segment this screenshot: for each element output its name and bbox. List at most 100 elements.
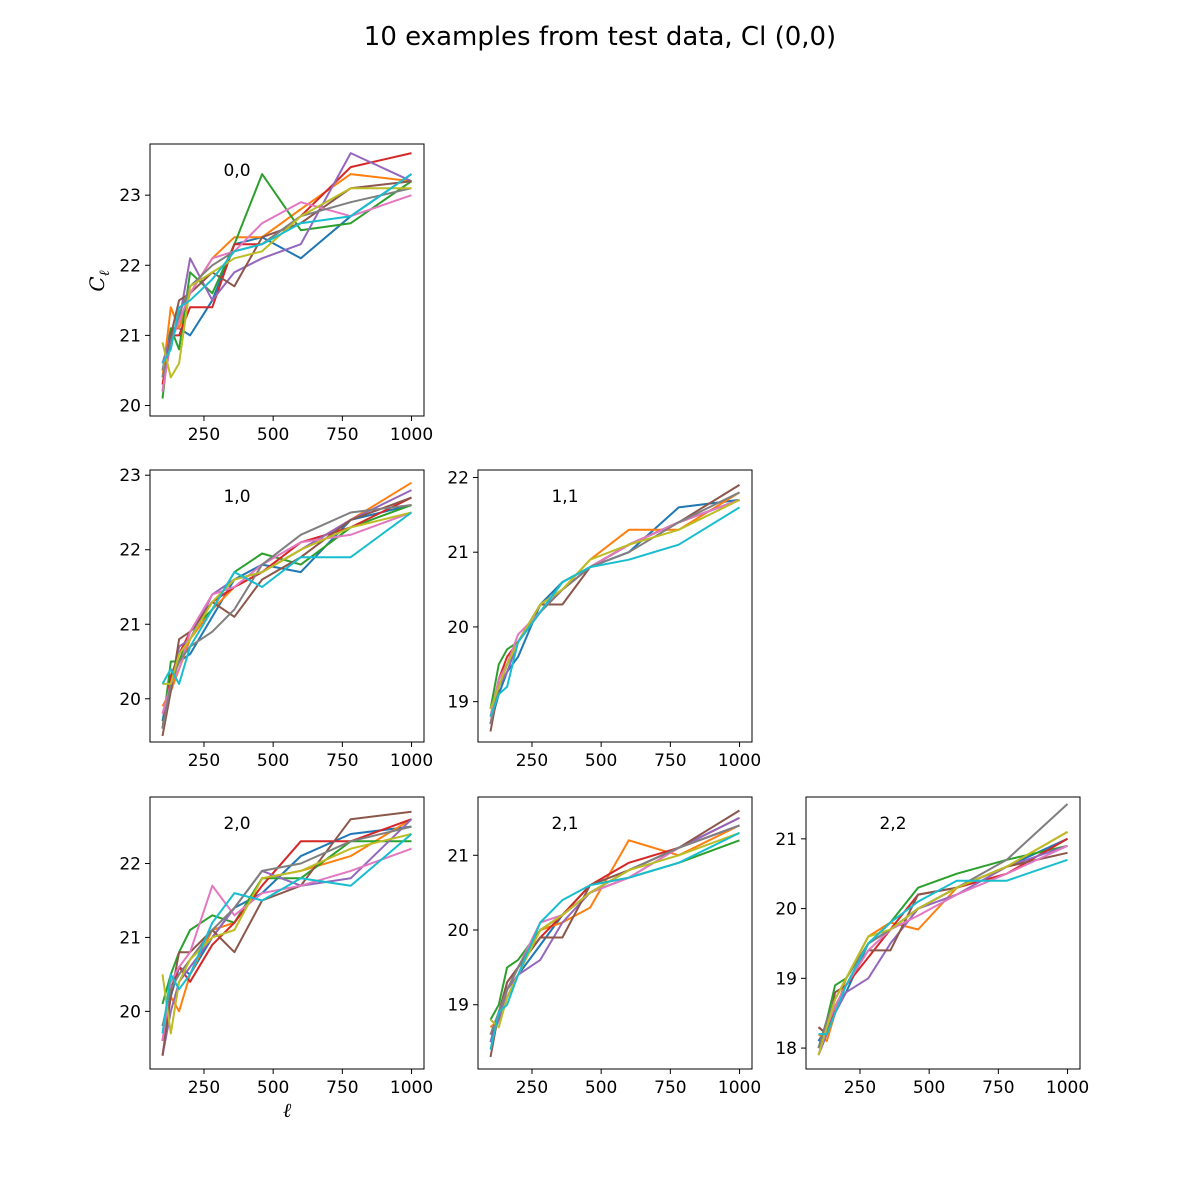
panel-frame	[149, 143, 425, 417]
y-tick-label: 23	[119, 466, 141, 486]
series-line-7	[817, 844, 1068, 1056]
y-axis-label-subscript: ℓ	[97, 270, 113, 276]
y-tick-label: 20	[775, 900, 797, 920]
y-tick-label: 22	[119, 855, 141, 875]
y-tick-label: 20	[119, 396, 141, 416]
series-line-4	[161, 496, 412, 729]
panel-label: 2,0	[223, 814, 250, 834]
y-tick-label: 20	[119, 1002, 141, 1022]
y-tick-label: 19	[775, 969, 797, 989]
x-tick-label: 750	[654, 1078, 686, 1098]
series-line-10	[818, 858, 1068, 1036]
panel-label: 1,1	[551, 487, 578, 507]
series-line-1	[489, 498, 740, 725]
series-line-6	[817, 851, 1068, 1036]
series-line-5	[489, 498, 740, 725]
panel-frame	[149, 469, 425, 743]
x-tick-label: 1000	[1046, 1078, 1089, 1098]
series-line-6	[489, 484, 741, 732]
x-tick-label: 500	[257, 425, 289, 445]
y-tick-label: 18	[775, 1039, 797, 1059]
figure-title: 10 examples from test data, Cl (0,0)	[364, 22, 836, 52]
series-line-3	[489, 839, 740, 1021]
series-line-10	[161, 173, 413, 364]
y-tick-label: 21	[119, 928, 141, 948]
panel-label: 2,2	[879, 814, 906, 834]
series-line-1	[161, 504, 412, 722]
series-line-4	[161, 152, 412, 385]
series-line-10	[161, 511, 413, 685]
series-group	[161, 152, 413, 399]
series-line-5	[161, 489, 412, 715]
x-tick-label: 1000	[718, 751, 761, 771]
series-line-8	[489, 824, 740, 1035]
panel-frame	[805, 796, 1081, 1070]
panels: 250 500 750 1000 20 21 22 23 0,0 250 500 750 1000 20 2…	[119, 143, 1089, 1098]
x-tick-label: 500	[585, 751, 617, 771]
x-tick-label: 500	[257, 751, 289, 771]
x-tick-label: 250	[516, 1078, 548, 1098]
x-tick-label: 750	[326, 751, 358, 771]
x-tick-label: 500	[913, 1078, 945, 1098]
x-tick-label: 1000	[718, 1078, 761, 1098]
series-line-5	[817, 844, 1068, 1056]
panel-frame	[477, 796, 753, 1070]
y-tick-label: 21	[775, 830, 797, 850]
series-line-1	[489, 824, 740, 1043]
series-line-1	[161, 825, 412, 1042]
y-tick-label: 20	[119, 690, 141, 710]
y-tick-label: 21	[119, 326, 141, 346]
series-line-8	[817, 803, 1069, 1049]
series-line-6	[161, 810, 412, 1056]
panel-0-0: 250 500 750 1000 20 21 22 23 0,0	[119, 143, 433, 445]
y-tick-label: 22	[447, 468, 469, 488]
series-line-9	[817, 831, 1068, 1056]
x-tick-label: 750	[982, 1078, 1014, 1098]
series-line-1	[161, 173, 413, 371]
series-line-5	[161, 818, 413, 1056]
y-axis-label-main: C	[85, 276, 109, 291]
x-tick-label: 500	[257, 1078, 289, 1098]
series-group	[489, 809, 741, 1058]
series-group	[489, 484, 741, 732]
x-tick-label: 250	[188, 751, 220, 771]
series-line-9	[161, 833, 412, 1035]
y-tick-label: 21	[447, 846, 469, 866]
series-line-7	[489, 824, 740, 1035]
y-axis-label: Cℓ	[85, 270, 113, 291]
x-axis-label: ℓ	[283, 1098, 292, 1122]
x-tick-label: 750	[326, 1078, 358, 1098]
panel-label: 0,0	[223, 161, 250, 181]
series-line-9	[489, 831, 740, 1029]
series-line-8	[489, 491, 740, 725]
x-tick-label: 750	[654, 751, 686, 771]
series-line-2	[489, 824, 740, 1028]
x-tick-label: 250	[516, 751, 548, 771]
panel-2-2: 250 500 750 1000 18 19 20 21 2,2	[775, 796, 1089, 1098]
panel-2-0: 250 500 750 1000 20 21 22 2,0	[119, 796, 433, 1098]
x-tick-label: 500	[585, 1078, 617, 1098]
series-group	[817, 803, 1069, 1056]
y-tick-label: 21	[447, 543, 469, 563]
x-tick-label: 250	[188, 1078, 220, 1098]
series-group	[161, 481, 413, 737]
series-line-1	[817, 837, 1068, 1042]
series-line-10	[489, 832, 740, 1050]
panel-label: 1,0	[223, 487, 250, 507]
series-line-3	[817, 844, 1068, 1049]
series-line-3	[161, 173, 413, 399]
panel-1-0: 250 500 750 1000 20 21 22 23 1,0	[119, 466, 433, 771]
series-line-4	[489, 498, 740, 725]
series-line-2	[489, 491, 741, 717]
x-tick-label: 250	[188, 425, 220, 445]
x-tick-label: 1000	[390, 425, 433, 445]
series-line-6	[161, 180, 412, 392]
panel-label: 2,1	[551, 814, 578, 834]
y-tick-label: 23	[119, 186, 141, 206]
series-line-4	[161, 818, 412, 1042]
series-line-4	[817, 837, 1068, 1036]
series-line-7	[489, 498, 740, 717]
panel-1-1: 250 500 750 1000 19 20 21 22 1,1	[447, 468, 761, 771]
series-line-7	[161, 847, 412, 1042]
